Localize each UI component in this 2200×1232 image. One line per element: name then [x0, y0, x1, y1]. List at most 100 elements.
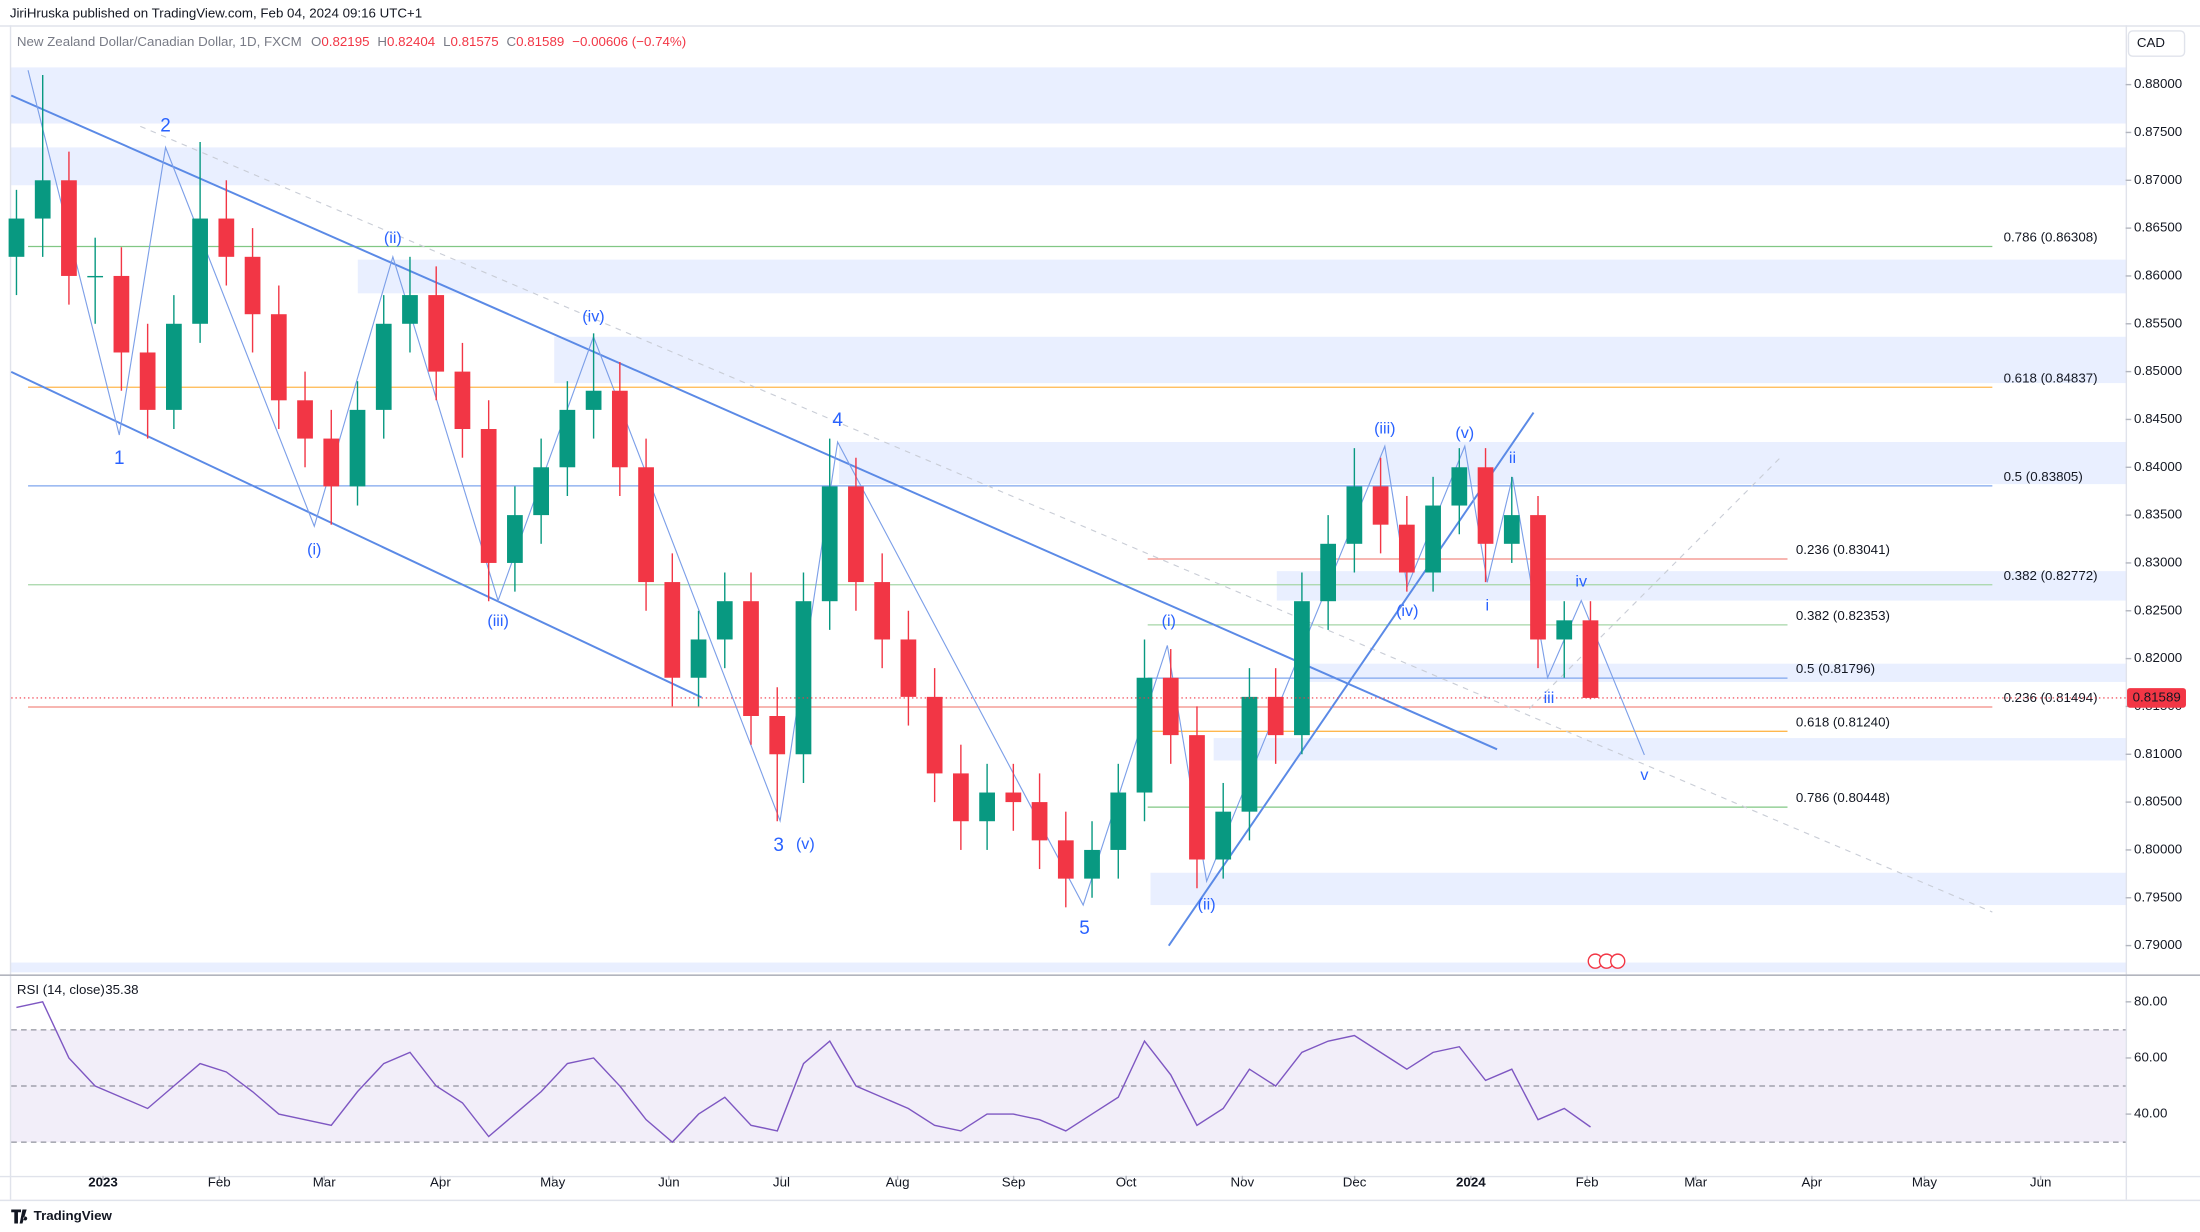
- fib-label: 0.786 (0.80448): [1796, 790, 1890, 805]
- trend-line: [10, 370, 702, 699]
- candle-body: [1031, 802, 1048, 841]
- ohlc-key: O: [311, 34, 321, 49]
- y-tick-label: 0.83000: [2134, 554, 2182, 569]
- fib-label: 0.618 (0.81240): [1796, 714, 1890, 729]
- byline: JiriHruska published on TradingView.com,…: [10, 6, 422, 21]
- candle-body: [638, 467, 654, 583]
- x-tick-label: May: [1912, 1174, 1937, 1189]
- x-tick-label: Apr: [1802, 1174, 1823, 1189]
- y-tick-label: 0.80000: [2134, 841, 2182, 856]
- candle-body: [1215, 811, 1232, 860]
- wave-label: (ii): [1198, 895, 1216, 913]
- candle-body: [743, 601, 759, 716]
- x-tick-label: Mar: [313, 1174, 336, 1189]
- fib-label: 0.5 (0.83805): [2004, 469, 2083, 484]
- zone: [1150, 872, 2126, 906]
- candle-body: [270, 314, 287, 401]
- fib-label: 0.382 (0.82353): [1796, 608, 1890, 623]
- candle-body: [1451, 467, 1468, 506]
- currency-box[interactable]: [2127, 30, 2186, 57]
- candle-body: [953, 773, 969, 822]
- candle-body: [1189, 735, 1205, 860]
- y-tick-label: 0.79000: [2134, 937, 2182, 952]
- y-tick-label: 0.85500: [2134, 315, 2182, 330]
- wave-label: iii: [1544, 689, 1555, 707]
- candle-body: [166, 323, 182, 410]
- candle-body: [533, 467, 550, 516]
- candle-body: [507, 515, 523, 563]
- y-tick-label: 0.84000: [2134, 459, 2182, 474]
- candle-body: [244, 256, 261, 315]
- y-tick-label: 0.84500: [2134, 411, 2182, 426]
- dashed-line: [140, 125, 1993, 913]
- wave-label: i: [1485, 596, 1489, 614]
- x-tick-label: Aug: [886, 1174, 910, 1189]
- currency[interactable]: CAD: [2137, 35, 2165, 50]
- candle-body: [1477, 467, 1494, 544]
- candle-body: [1530, 515, 1546, 640]
- x-tick-label: Sep: [1002, 1174, 1026, 1189]
- candle-body: [848, 486, 864, 583]
- wave-label: v: [1640, 766, 1648, 784]
- candle-body: [218, 218, 235, 257]
- candle-body: [480, 429, 497, 563]
- wave-label: iv: [1575, 573, 1587, 591]
- rsi-pane: [11, 1001, 2126, 1144]
- wave-label: (iii): [1374, 420, 1396, 438]
- legend: New Zealand Dollar/Canadian Dollar, 1D, …: [17, 34, 686, 49]
- candle-body: [1372, 486, 1389, 525]
- x-tick-label: Oct: [1116, 1174, 1137, 1189]
- zone: [11, 147, 2126, 186]
- last-price-label: 0.81589: [2133, 689, 2181, 704]
- candle-body: [1110, 792, 1127, 850]
- rsi-value: 35.38: [105, 982, 138, 997]
- candle-body: [1294, 601, 1310, 736]
- rsi-line: [16, 1001, 1591, 1144]
- last-price-tag: [2127, 688, 2186, 708]
- wave-labels: 1 2 (i) (ii) (iii) (iv) 3 (v) 4 5 (i) (i…: [114, 115, 1648, 939]
- wave-label: 2: [160, 115, 171, 136]
- zone: [1213, 738, 2126, 761]
- candle-body: [34, 180, 51, 219]
- candle-body: [1162, 677, 1179, 736]
- candle-body: [8, 218, 25, 257]
- y-tick-label: 0.87500: [2134, 124, 2182, 139]
- zone: [554, 336, 2126, 384]
- candle-body: [926, 696, 943, 774]
- candle-body: [716, 601, 733, 640]
- candle-body: [585, 390, 602, 410]
- x-tick-label: Dec: [1343, 1174, 1367, 1189]
- candle-body: [1057, 840, 1074, 879]
- wave-label: (iii): [487, 612, 509, 630]
- x-tick-label: 2023: [88, 1174, 118, 1189]
- x-tick-label: Jul: [773, 1174, 790, 1189]
- y-tick-label: 0.86000: [2134, 267, 2182, 282]
- ohlc-value: 0.82404: [387, 34, 436, 49]
- candle-body: [1425, 505, 1441, 573]
- wave-label: (ii): [384, 229, 402, 247]
- candle-body: [821, 486, 838, 602]
- candles: [8, 75, 2126, 908]
- fib-label: 0.618 (0.84837): [2004, 370, 2098, 385]
- rsi-tick-label: 80.00: [2134, 993, 2167, 1008]
- rsi-tick-label: 40.00: [2134, 1106, 2167, 1121]
- candle-body: [1136, 677, 1153, 793]
- zone: [11, 67, 2126, 124]
- candle-body: [1346, 486, 1363, 544]
- ohlc-key: C: [507, 34, 517, 49]
- candle-body: [375, 323, 392, 410]
- brand-logo: [11, 1209, 28, 1224]
- ohlc-value: 0.81575: [450, 34, 498, 49]
- y-tick-label: 0.88000: [2134, 76, 2182, 91]
- symbol-title: New Zealand Dollar/Canadian Dollar, 1D, …: [17, 34, 302, 49]
- candle-body: [769, 716, 786, 755]
- wave-label: 3: [773, 835, 784, 856]
- event-icon: [1610, 953, 1626, 969]
- x-tick-label: Jun: [2030, 1174, 2051, 1189]
- candle-body: [559, 409, 576, 468]
- x-tick-label: May: [540, 1174, 565, 1189]
- y-tick-label: 0.81000: [2134, 746, 2182, 761]
